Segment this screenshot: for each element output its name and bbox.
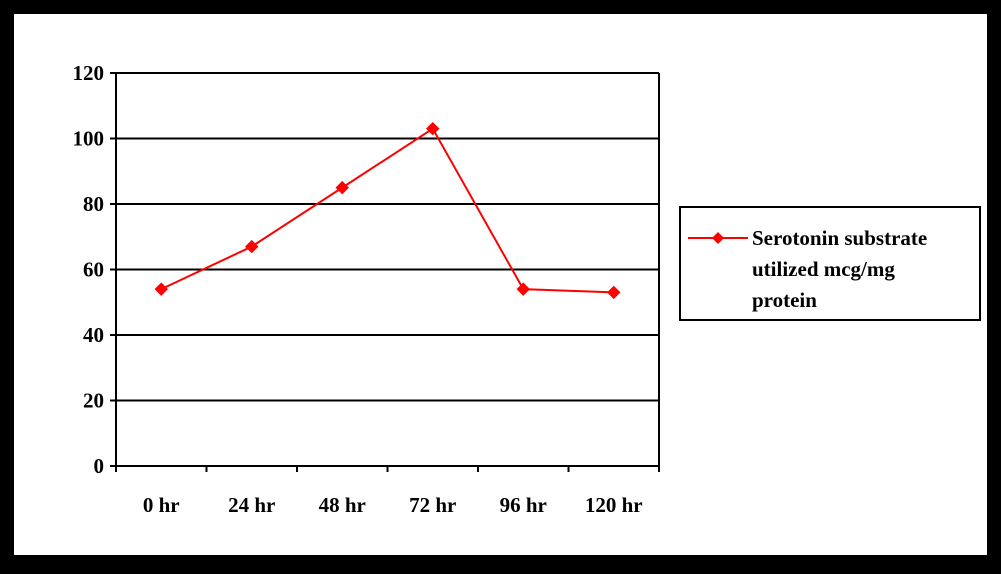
y-tick-label: 80 — [83, 192, 104, 216]
y-tick-label: 40 — [83, 323, 104, 347]
y-tick-label: 0 — [94, 454, 105, 478]
x-tick-label: 48 hr — [319, 493, 366, 517]
x-tick-label: 96 hr — [500, 493, 547, 517]
axes — [110, 72, 660, 472]
x-tick-labels: 0 hr 24 hr 48 hr 72 hr 96 hr 120 hr — [143, 493, 643, 517]
legend-box — [679, 206, 981, 321]
data-point — [245, 239, 259, 254]
x-tick-label: 72 hr — [409, 493, 456, 517]
data-point — [426, 121, 440, 136]
data-point — [154, 282, 168, 296]
legend-label-line-2: utilized mcg/mg — [752, 257, 895, 281]
legend: Serotonin substrate utilized mcg/mg prot… — [679, 206, 981, 321]
series-serotonin — [154, 121, 621, 300]
y-tick-label: 100 — [73, 127, 105, 151]
x-tick-label: 0 hr — [143, 493, 180, 517]
legend-series-marker — [712, 232, 724, 244]
series-line — [160, 127, 614, 294]
y-tick-label: 120 — [73, 61, 105, 85]
x-tick-label: 24 hr — [228, 493, 275, 517]
legend-label-line-3: protein — [752, 288, 817, 312]
data-point — [335, 180, 349, 195]
y-tick-label: 60 — [83, 258, 104, 282]
y-tick-label: 20 — [83, 389, 104, 413]
data-point — [607, 285, 621, 300]
x-tick-label: 120 hr — [585, 493, 643, 517]
legend-label-line-1: Serotonin substrate — [752, 226, 927, 250]
y-tick-labels: 0 20 40 60 80 100 120 — [73, 61, 105, 478]
data-point — [516, 282, 530, 296]
